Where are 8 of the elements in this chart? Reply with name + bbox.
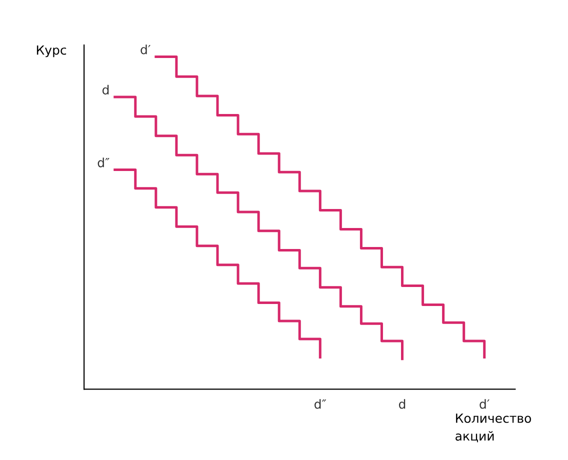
text: d″ [314,399,326,409]
series-label: d′ [140,44,150,54]
x-axis-title: Количество акций [456,414,532,442]
text: d′ [480,399,490,409]
series-label: d [102,84,109,95]
y-axis-title: Курс [36,45,66,58]
text: d [398,399,406,409]
series-label: d″ [98,158,110,168]
